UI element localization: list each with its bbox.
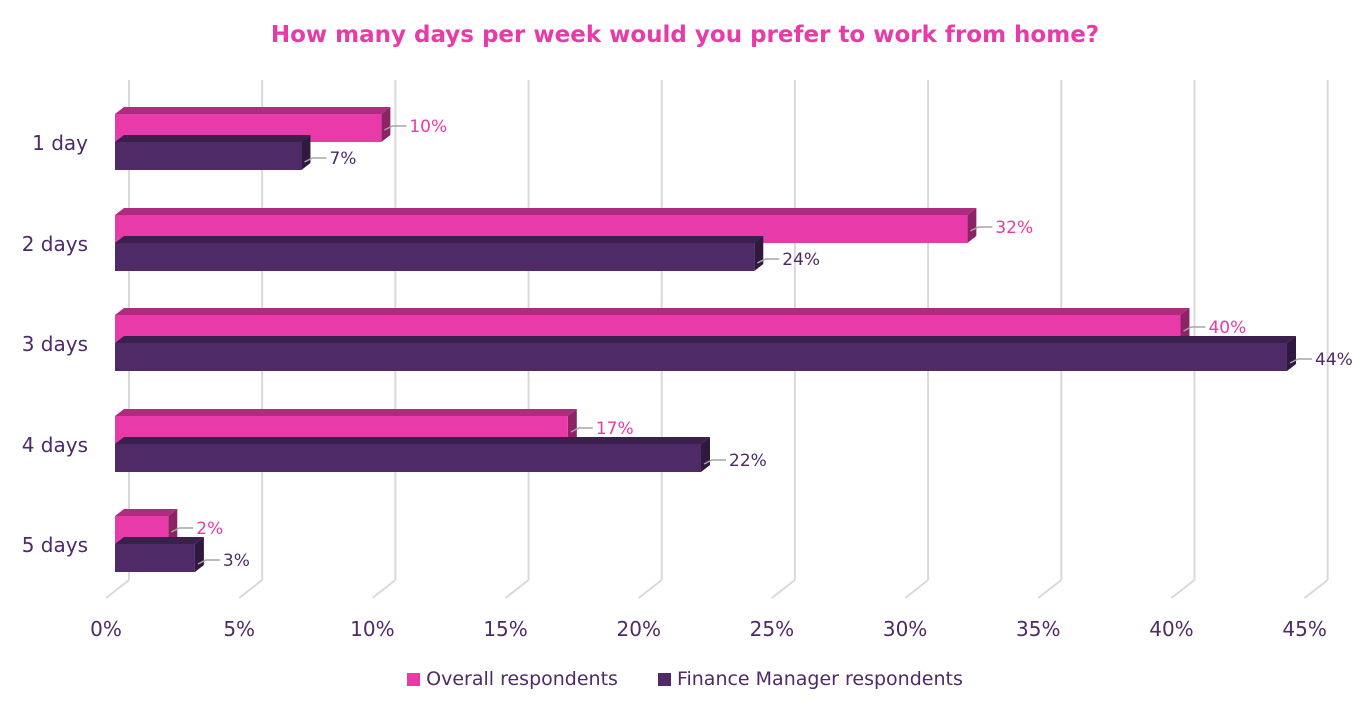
- bar-top-face: [115, 135, 311, 142]
- legend-item-overall: Overall respondents: [407, 668, 618, 690]
- y-tick-label: 4 days: [22, 433, 88, 457]
- data-label: 32%: [995, 218, 1033, 238]
- x-tick-label: 25%: [750, 617, 794, 641]
- data-label: 40%: [1208, 318, 1246, 338]
- y-tick-label: 3 days: [22, 332, 88, 356]
- legend: Overall respondents Finance Manager resp…: [0, 668, 1370, 690]
- bar-side-face: [1287, 336, 1296, 371]
- bar-top-face: [115, 509, 178, 516]
- leader-line: [197, 559, 220, 565]
- x-tick-label: 35%: [1016, 617, 1060, 641]
- bar-side-face: [967, 208, 977, 243]
- x-tick-label: 30%: [883, 617, 927, 641]
- gridline-base: [238, 579, 263, 599]
- x-tick-label: 45%: [1282, 617, 1326, 641]
- bar-top-face: [115, 537, 204, 544]
- leader-line: [703, 459, 726, 465]
- gridline-base: [1304, 579, 1329, 599]
- data-label-finance-manager: 24%: [756, 250, 820, 270]
- bar-side-face: [381, 107, 391, 142]
- y-tick-label: 5 days: [22, 533, 88, 557]
- bar-finance-manager: [115, 437, 710, 472]
- x-tick-label: 0%: [90, 617, 122, 641]
- bar-top-face: [115, 308, 1190, 315]
- data-label-finance-manager: 22%: [703, 451, 767, 471]
- bar-side-face: [168, 509, 178, 544]
- gridline-base: [638, 579, 663, 599]
- bar-side-face: [701, 437, 710, 472]
- bar-side-face: [194, 537, 204, 572]
- legend-swatch-overall: [407, 672, 421, 686]
- data-label-overall: 32%: [970, 218, 1033, 238]
- data-label: 10%: [409, 117, 447, 137]
- leader-line: [304, 157, 327, 163]
- bar-top-face: [115, 236, 764, 243]
- x-tick-label: 10%: [350, 617, 394, 641]
- bar-front-face: [115, 343, 1287, 371]
- bar-top-face: [115, 107, 391, 114]
- bar-side-face: [301, 135, 311, 170]
- gridline-base: [771, 579, 796, 599]
- bar-top-face: [115, 437, 710, 444]
- bar-side-face: [754, 236, 764, 271]
- bar-top-face: [115, 409, 577, 416]
- x-tick-label: 40%: [1149, 617, 1193, 641]
- data-label: 44%: [1315, 350, 1353, 370]
- bar-finance-manager: [115, 537, 204, 572]
- data-label-overall: 10%: [384, 117, 447, 137]
- legend-swatch-finance-manager: [657, 672, 671, 686]
- gridline-base: [371, 579, 396, 599]
- chart-title: How many days per week would you prefer …: [270, 22, 1100, 48]
- leader-line: [1289, 358, 1312, 364]
- gridline-base: [904, 579, 929, 599]
- leader-line: [170, 527, 194, 533]
- data-label-finance-manager: 7%: [304, 149, 356, 169]
- bar-finance-manager: [115, 135, 311, 170]
- gridline-base: [105, 579, 130, 599]
- bar-finance-manager: [115, 336, 1296, 371]
- legend-label-overall: Overall respondents: [426, 668, 618, 690]
- x-tick-label: 5%: [223, 617, 255, 641]
- data-label-finance-manager: 44%: [1289, 350, 1353, 370]
- x-tick-label: 15%: [483, 617, 527, 641]
- bar-side-face: [1180, 308, 1190, 343]
- leader-line: [570, 427, 593, 433]
- y-tick-label: 1 day: [32, 131, 88, 155]
- bar-top-face: [115, 336, 1296, 343]
- bar-front-face: [115, 142, 302, 170]
- data-label: 22%: [729, 451, 767, 471]
- leader-line: [756, 258, 780, 264]
- data-label: 7%: [329, 149, 356, 169]
- bar-finance-manager: [115, 236, 764, 271]
- y-tick-label: 2 days: [22, 232, 88, 256]
- bar-top-face: [115, 208, 977, 215]
- bar-front-face: [115, 544, 195, 572]
- gridline-base: [504, 579, 530, 599]
- legend-item-finance-manager: Finance Manager respondents: [657, 668, 963, 690]
- data-label: 3%: [223, 551, 250, 571]
- x-tick-label: 20%: [617, 617, 661, 641]
- gridline-base: [1037, 579, 1062, 599]
- bar-side-face: [567, 409, 577, 444]
- bar-front-face: [115, 243, 755, 271]
- data-label: 24%: [782, 250, 820, 270]
- leader-line: [384, 125, 407, 131]
- data-label-overall: 40%: [1183, 318, 1246, 338]
- data-label-finance-manager: 3%: [197, 551, 250, 571]
- gridline-base: [1170, 579, 1196, 599]
- leader-line: [970, 226, 993, 232]
- data-label-overall: 2%: [170, 519, 223, 539]
- legend-label-finance-manager: Finance Manager respondents: [676, 668, 963, 690]
- data-label: 17%: [596, 419, 634, 439]
- data-label-overall: 17%: [570, 419, 634, 439]
- leader-line: [1183, 326, 1206, 332]
- data-label: 2%: [196, 519, 223, 539]
- bar-front-face: [115, 444, 701, 472]
